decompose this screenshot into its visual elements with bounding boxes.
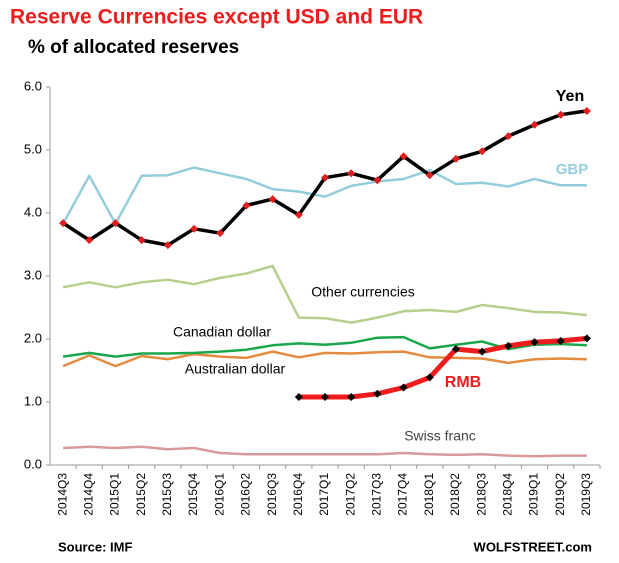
y-tick-label: 2.0 xyxy=(24,330,42,345)
marker xyxy=(59,219,68,228)
marker xyxy=(85,236,94,245)
marker xyxy=(425,373,434,382)
chart-subtitle: % of allocated reserves xyxy=(28,37,239,58)
marker xyxy=(582,334,591,343)
series-label: Canadian dollar xyxy=(173,324,271,340)
marker xyxy=(451,345,460,354)
x-tick-label: 2015Q3 xyxy=(160,473,174,516)
series-label: Australian dollar xyxy=(185,361,286,377)
marker xyxy=(294,392,303,401)
marker xyxy=(399,383,408,392)
series-label: GBP xyxy=(556,161,589,178)
y-tick-label: 4.0 xyxy=(24,204,42,219)
x-tick-label: 2019Q3 xyxy=(579,473,593,516)
chart-title: Reserve Currencies except USD and EUR xyxy=(10,6,423,29)
x-tick-label: 2016Q4 xyxy=(291,473,305,516)
x-tick-label: 2018Q2 xyxy=(448,473,462,516)
marker xyxy=(111,219,120,228)
x-tick-label: 2014Q3 xyxy=(55,473,69,516)
x-tick-label: 2015Q1 xyxy=(108,473,122,516)
x-tick-label: 2019Q2 xyxy=(553,473,567,516)
x-tick-label: 2016Q3 xyxy=(265,473,279,516)
marker xyxy=(425,171,434,180)
x-tick-label: 2016Q1 xyxy=(212,473,226,516)
marker xyxy=(530,338,539,347)
series-line xyxy=(62,166,587,225)
x-tick-label: 2017Q4 xyxy=(396,473,410,516)
marker xyxy=(504,132,513,141)
marker xyxy=(268,195,277,204)
marker xyxy=(556,110,565,119)
series-label: Yen xyxy=(556,88,584,105)
series-label: RMB xyxy=(445,374,481,391)
marker xyxy=(373,389,382,398)
series-line xyxy=(62,350,587,368)
source: Source: IMF xyxy=(58,539,132,554)
y-tick-label: 6.0 xyxy=(24,78,42,93)
marker xyxy=(478,147,487,156)
marker xyxy=(399,152,408,161)
series-label: Swiss franc xyxy=(404,428,476,444)
marker xyxy=(347,392,356,401)
marker xyxy=(242,201,251,210)
marker xyxy=(373,176,382,185)
marker xyxy=(451,154,460,163)
marker xyxy=(556,336,565,345)
series-line xyxy=(63,445,587,458)
marker xyxy=(294,210,303,219)
x-tick-label: 2017Q3 xyxy=(370,473,384,516)
x-tick-label: 2018Q3 xyxy=(474,473,488,516)
x-tick-label: 2018Q1 xyxy=(422,473,436,516)
x-tick-label: 2017Q1 xyxy=(317,473,331,516)
marker xyxy=(137,236,146,245)
marker xyxy=(216,229,225,238)
marker xyxy=(190,224,199,233)
marker xyxy=(347,169,356,178)
credit: WOLFSTREET.com xyxy=(474,539,592,554)
x-tick-label: 2015Q2 xyxy=(134,473,148,516)
y-tick-label: 5.0 xyxy=(24,141,42,156)
marker xyxy=(321,392,329,401)
x-tick-label: 2016Q2 xyxy=(239,473,253,516)
y-tick-label: 3.0 xyxy=(24,267,42,282)
x-tick-label: 2018Q4 xyxy=(501,473,515,516)
x-tick-label: 2014Q4 xyxy=(81,473,95,516)
x-tick-label: 2015Q4 xyxy=(186,473,200,516)
marker xyxy=(530,120,539,129)
x-tick-label: 2017Q2 xyxy=(343,473,357,516)
y-tick-label: 0.0 xyxy=(24,456,42,471)
marker xyxy=(582,106,591,115)
series-label: Other currencies xyxy=(311,284,414,300)
marker xyxy=(504,341,513,350)
series-line xyxy=(62,264,588,324)
marker xyxy=(478,347,487,356)
marker xyxy=(163,241,172,250)
y-tick-label: 1.0 xyxy=(24,393,42,408)
x-tick-label: 2019Q1 xyxy=(527,473,541,516)
marker xyxy=(321,173,329,182)
series-line xyxy=(298,335,588,400)
